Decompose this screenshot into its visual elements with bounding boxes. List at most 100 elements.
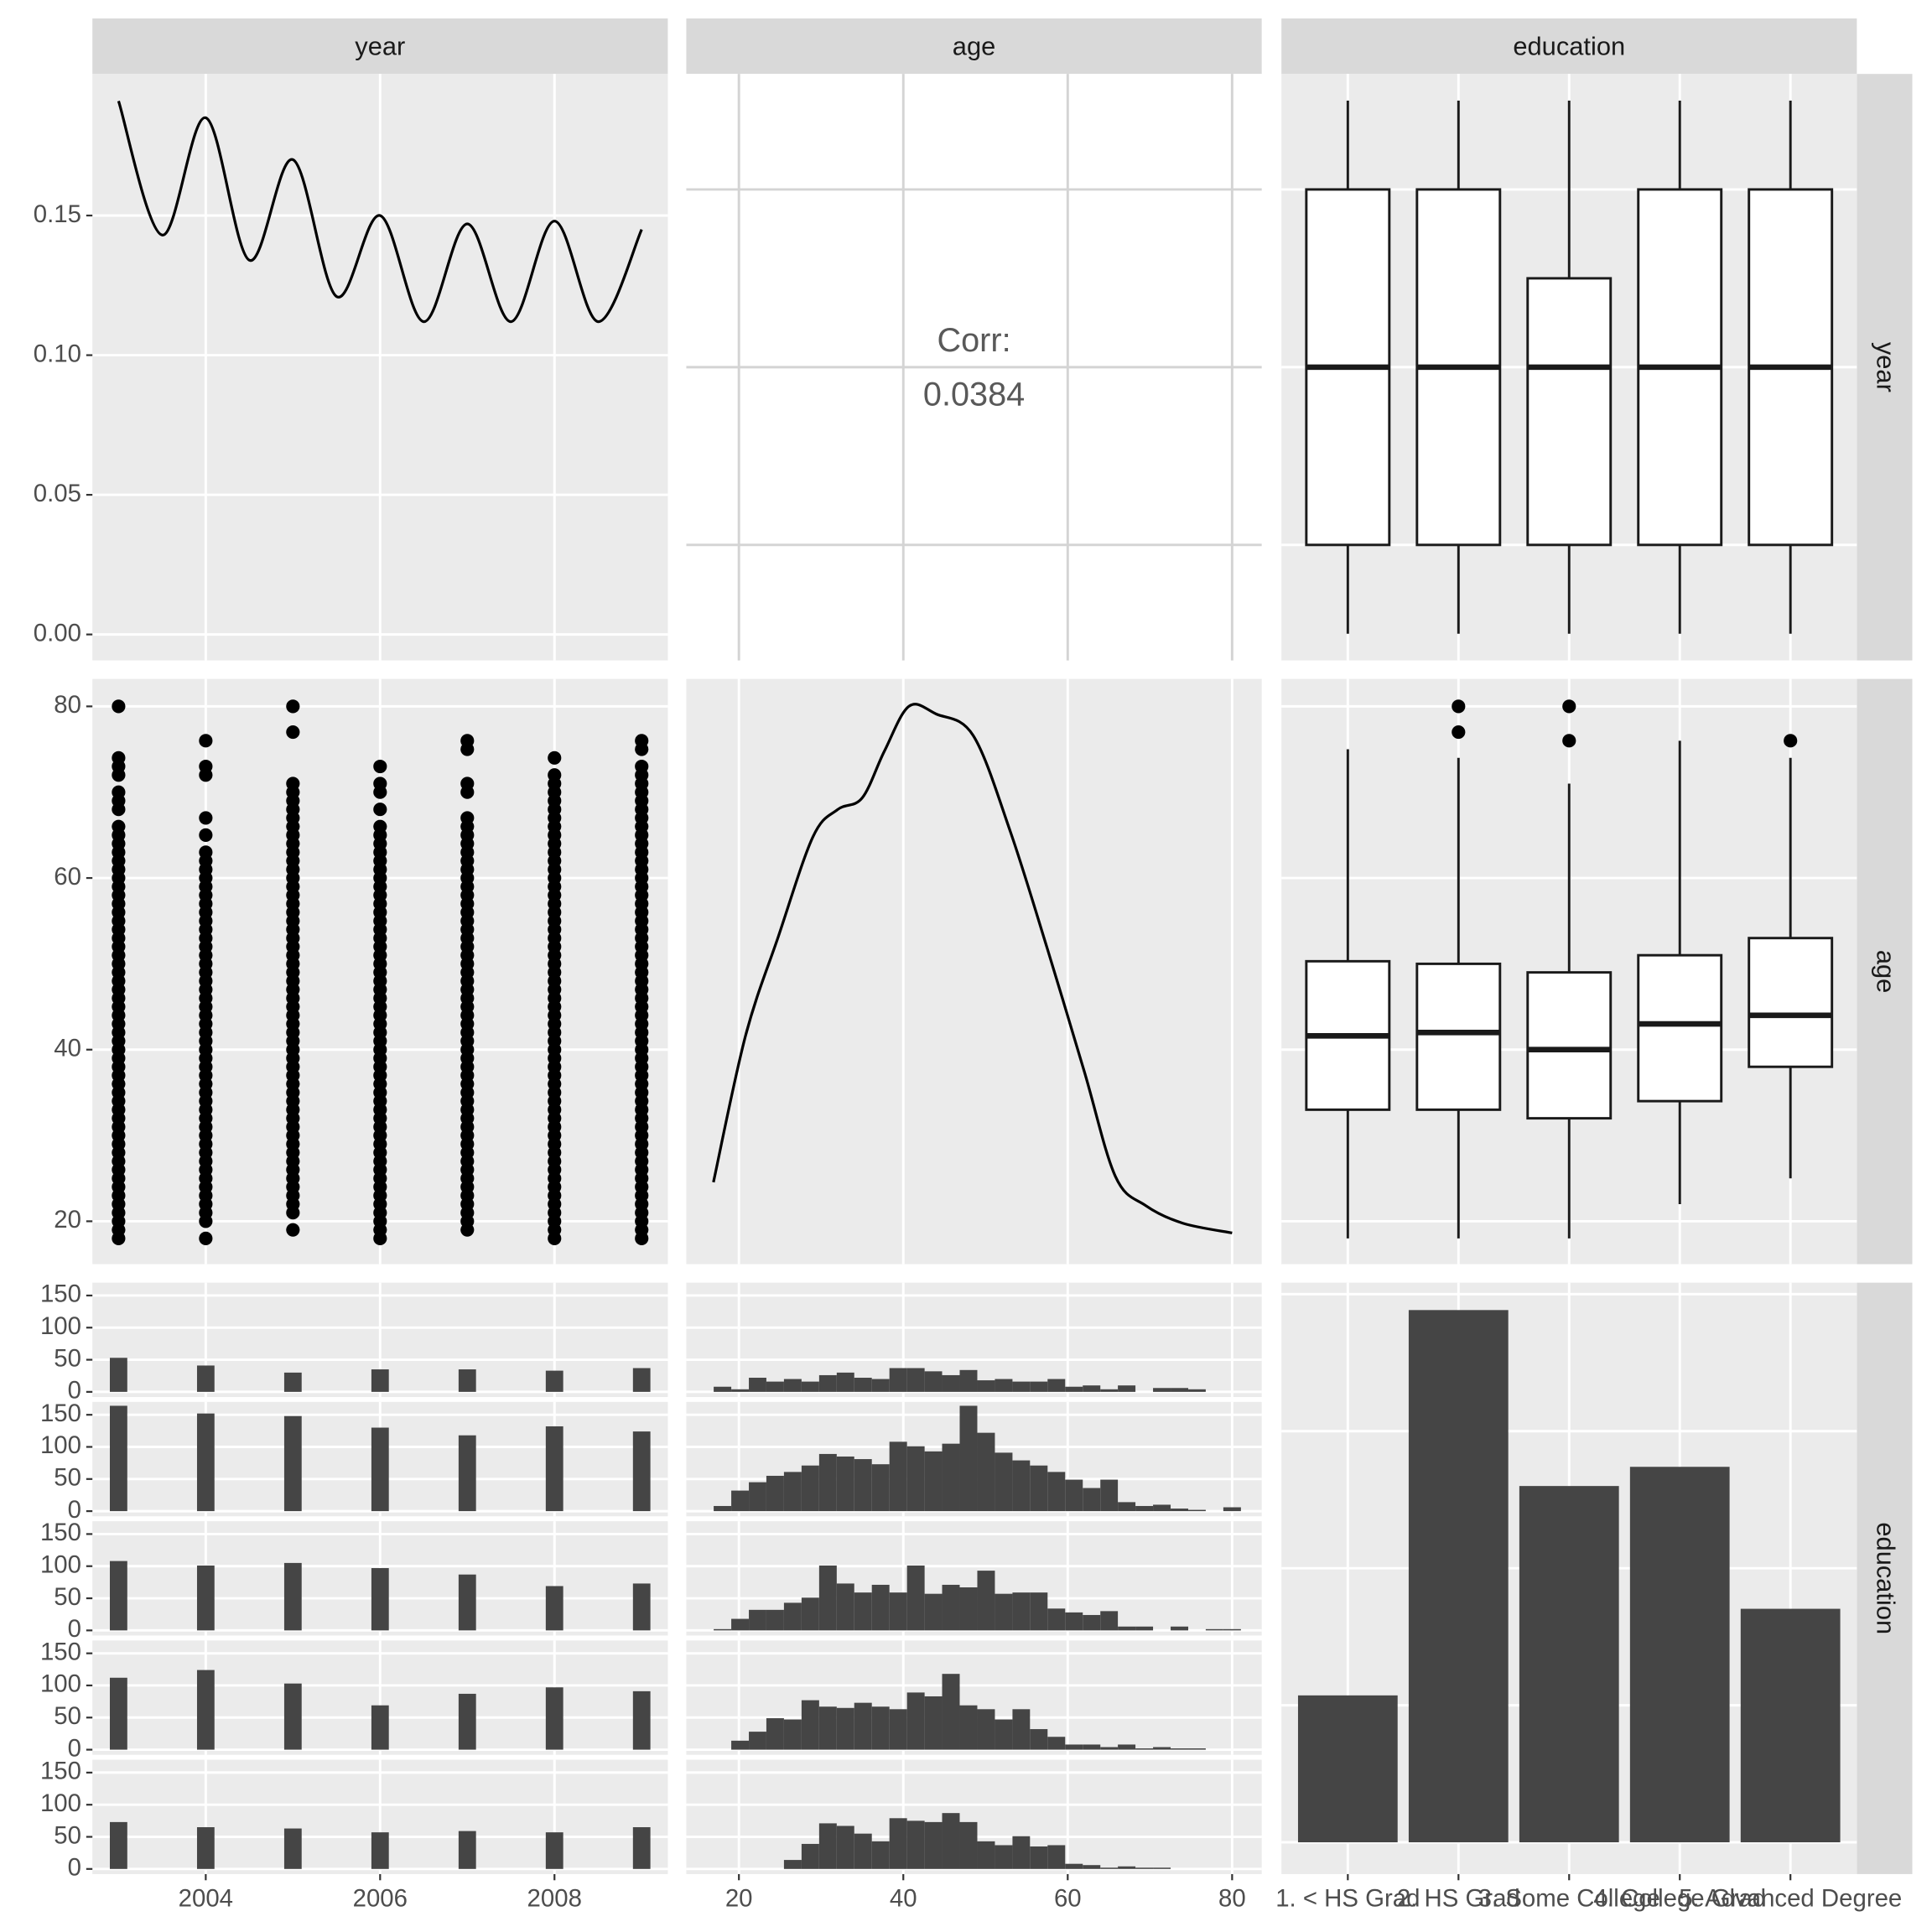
strip-right [1857,678,1913,1265]
bar [1297,1695,1398,1843]
x-tick-label: 40 [890,1885,917,1913]
histogram-bar [1135,1867,1154,1869]
y-tick-label: 100 [40,1670,81,1698]
histogram-bar [1135,1626,1154,1631]
histogram-bar [1065,1386,1083,1392]
histogram-bar [1171,1748,1189,1750]
histogram-bar [924,1371,943,1392]
strip-top [686,18,1262,75]
point [112,699,126,714]
histogram-bar [749,1732,766,1750]
strip-label: year [355,31,405,60]
histogram-bar [1188,1509,1206,1512]
histogram-bar [977,1841,995,1869]
histogram-bar [906,1692,925,1750]
bar [1519,1486,1619,1843]
x-tick-label: 5. Advanced Degree [1679,1885,1902,1913]
histogram-bar [1047,1472,1066,1512]
histogram-bar [196,1413,215,1512]
histogram-bar [836,1826,854,1869]
x-tick-label: 80 [1218,1885,1246,1913]
y-tick-label: 0.10 [34,340,81,367]
strip-label: age [1872,950,1901,993]
histogram-bar [1171,1388,1189,1392]
corr-value: 0.0384 [923,377,1025,413]
y-tick-label: 0 [68,1734,81,1762]
histogram-bar [109,1358,127,1392]
histogram-bar [959,1821,978,1869]
histogram-bar [731,1618,750,1631]
histogram-bar [1065,1863,1083,1869]
panel-background [686,678,1262,1265]
histogram-bar [801,1700,819,1750]
histogram-bar [1083,1385,1101,1392]
strip-top [92,18,668,75]
histogram-bar [458,1574,476,1631]
histogram-bar [836,1583,854,1631]
outlier [1562,734,1576,748]
x-tick-label: 4. College Grad [1593,1885,1766,1913]
density-line [117,100,643,324]
box [1526,277,1613,547]
density-line [712,703,1233,1234]
histogram-bar [1188,1748,1206,1750]
bar [1408,1310,1509,1843]
histogram-bar [836,1372,854,1392]
strip-label: age [953,31,995,60]
outlier [1452,699,1466,714]
histogram-bar [1012,1836,1031,1869]
y-tick-label: 50 [54,1464,81,1492]
histogram-bar [1100,1479,1119,1512]
histogram-bar [783,1602,802,1631]
histogram-bar [854,1833,872,1869]
histogram-bar [283,1562,302,1631]
point [548,768,562,782]
strip-label: education [1872,1522,1901,1634]
x-tick-label: 2008 [527,1885,582,1913]
histogram-bar [871,1841,890,1869]
histogram-bar [371,1427,389,1512]
y-tick-label: 0 [68,1854,81,1882]
point [199,734,213,748]
point [373,776,387,791]
strip-right [1857,1282,1913,1874]
histogram-bar [1171,1509,1189,1512]
histogram-bar [995,1452,1013,1512]
histogram-bar [1223,1628,1241,1631]
histogram-bar [1030,1729,1048,1750]
histogram-bar [766,1718,784,1750]
histogram-bar [283,1372,302,1392]
histogram-bar [818,1374,837,1392]
histogram-bar [1171,1626,1189,1631]
histogram-bar [801,1843,819,1869]
histogram-bar [714,1386,732,1392]
histogram-bar [371,1568,389,1631]
histogram-bar [766,1381,784,1392]
box [1637,953,1723,1103]
outlier [1452,725,1466,740]
histogram-bar [1047,1608,1066,1631]
histogram-bar [977,1380,995,1392]
strip-top [1281,18,1857,75]
point [286,699,300,714]
histogram-bar [942,1374,960,1392]
histogram-bar [1083,1614,1101,1631]
histogram-bar [906,1368,925,1392]
histogram-bar [1030,1381,1048,1392]
histogram-bar [871,1379,890,1392]
point [373,819,387,834]
outlier [1562,699,1576,714]
histogram-bar [959,1587,978,1631]
histogram-bar [545,1687,564,1750]
histogram-bar [1118,1502,1136,1512]
strip-label: year [1872,342,1901,392]
histogram-bar [836,1707,854,1750]
histogram-bar [942,1674,960,1750]
histogram-bar [818,1453,837,1512]
histogram-bar [1047,1379,1066,1392]
y-tick-label: 100 [40,1312,81,1340]
histogram-bar [1012,1460,1031,1512]
histogram-bar [766,1609,784,1631]
histogram-bar [749,1482,766,1512]
y-tick-label: 60 [54,863,81,891]
